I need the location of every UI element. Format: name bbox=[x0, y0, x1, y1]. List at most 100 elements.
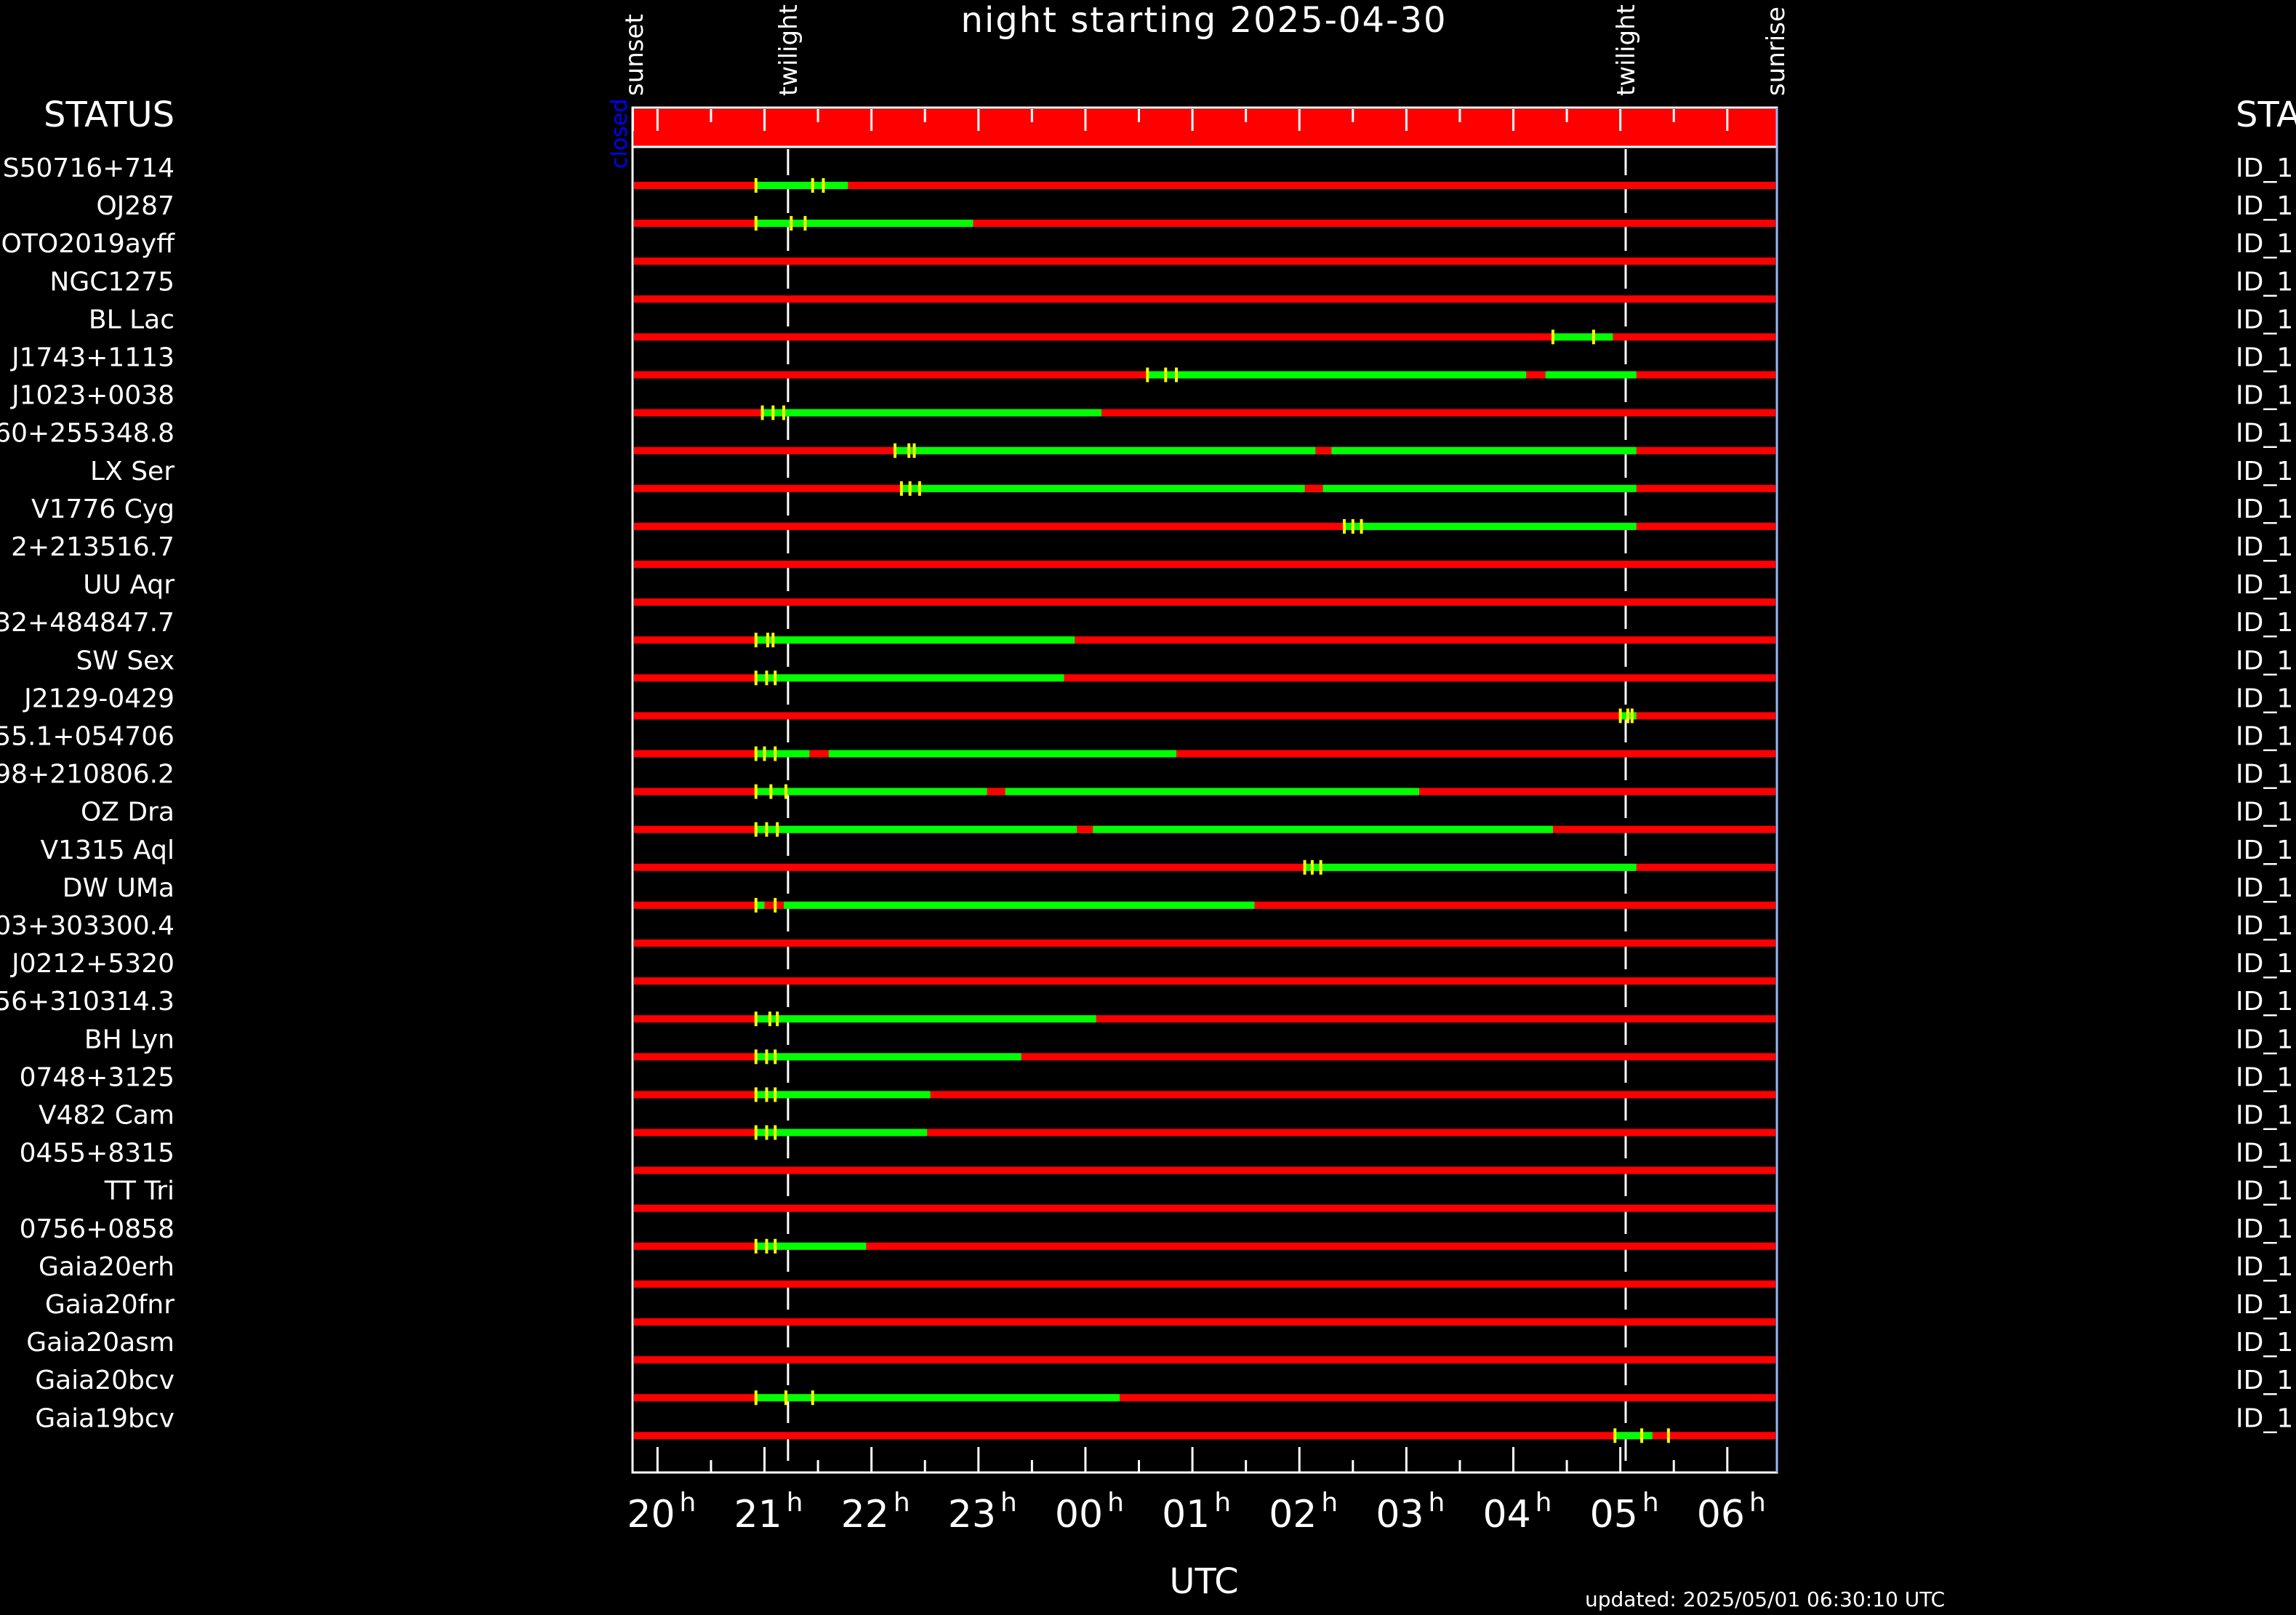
observable-window bbox=[755, 788, 1420, 796]
observable-window bbox=[755, 182, 848, 189]
target-name: 60+255348.8 bbox=[0, 419, 174, 449]
target-name: 32+484847.7 bbox=[0, 608, 174, 638]
visibility-bar bbox=[634, 712, 1775, 720]
x-tick-hour: 06 bbox=[1697, 1493, 1745, 1536]
target-rows: S50716+714 ID_1 OJ287 ID_1 GOTO2019ayff ID_1 N… bbox=[0, 153, 2293, 1443]
visibility-bar bbox=[634, 1166, 1775, 1174]
x-tick-label: 03 h bbox=[1376, 1488, 1445, 1536]
x-tick-hour: 02 bbox=[1269, 1493, 1317, 1536]
observable-window bbox=[755, 1394, 1120, 1402]
target-status: ID_1 bbox=[2236, 1062, 2293, 1092]
observable-window bbox=[755, 1129, 928, 1137]
x-tick-sup: h bbox=[680, 1488, 697, 1518]
x-tick-sup: h bbox=[787, 1488, 803, 1518]
visibility-bar bbox=[634, 863, 1775, 871]
target-status: ID_1 bbox=[2236, 760, 2293, 790]
target-name: J2129-0429 bbox=[23, 684, 174, 713]
target-status: ID_1 bbox=[2236, 949, 2293, 979]
x-tick-sup: h bbox=[1321, 1488, 1338, 1518]
target-name: Gaia20asm bbox=[26, 1328, 174, 1358]
x-tick-label: 23 h bbox=[948, 1488, 1017, 1536]
target-status: ID_1 bbox=[2236, 532, 2293, 562]
observable-window bbox=[901, 484, 1637, 492]
target-name: V1776 Cyg bbox=[31, 494, 174, 524]
visibility-bar bbox=[634, 598, 1775, 606]
target-status: ID_1 bbox=[2236, 722, 2293, 752]
target-name: 0455+8315 bbox=[20, 1139, 174, 1169]
unobservable-gap bbox=[1077, 825, 1093, 833]
target-status: ID_1 bbox=[2236, 1403, 2293, 1433]
visibility-bar bbox=[634, 636, 1775, 644]
target-name: Gaia20erh bbox=[39, 1252, 174, 1282]
x-tick-label: 21 h bbox=[734, 1488, 803, 1536]
observable-window bbox=[755, 1242, 867, 1250]
target-name: DW UMa bbox=[63, 873, 174, 903]
observable-window bbox=[755, 1053, 1021, 1061]
visibility-bar bbox=[634, 522, 1775, 530]
x-tick-label: 00 h bbox=[1055, 1488, 1124, 1536]
x-tick-sup: h bbox=[1214, 1488, 1231, 1518]
observable-window bbox=[755, 1091, 931, 1099]
target-name: TT Tri bbox=[104, 1177, 174, 1206]
event-label-sunrise: sunrise bbox=[1762, 7, 1791, 96]
dome-status-bar bbox=[634, 109, 1777, 146]
target-status: ID_1 bbox=[2236, 608, 2293, 638]
visibility-bar bbox=[634, 977, 1775, 985]
target-status: ID_1 bbox=[2236, 911, 2293, 941]
observable-window bbox=[755, 674, 1064, 682]
target-name: OJ287 bbox=[96, 191, 174, 221]
visibility-bar bbox=[634, 1318, 1775, 1326]
observable-window bbox=[762, 409, 1102, 417]
x-tick-label: 22 h bbox=[841, 1488, 910, 1536]
x-tick-hour: 23 bbox=[948, 1493, 996, 1536]
visibility-bar bbox=[634, 939, 1775, 947]
observable-window bbox=[755, 750, 1177, 758]
observable-window bbox=[755, 220, 974, 228]
target-status: ID_1 bbox=[2236, 1290, 2293, 1320]
observable-window bbox=[1344, 522, 1637, 530]
target-status: ID_1 bbox=[2236, 835, 2293, 865]
observable-window bbox=[1615, 1432, 1653, 1440]
target-name: LX Ser bbox=[90, 457, 174, 486]
unobservable-gap bbox=[987, 788, 1005, 796]
target-name: Gaia20fnr bbox=[45, 1290, 174, 1320]
target-status: ID_1 bbox=[2236, 646, 2293, 676]
twilight-lines bbox=[787, 149, 1627, 1472]
x-tick-label: 04 h bbox=[1483, 1488, 1552, 1536]
updated-timestamp: updated: 2025/05/01 06:30:10 UTC bbox=[1585, 1587, 1946, 1611]
unobservable-gap bbox=[1526, 371, 1546, 379]
unobservable-gap bbox=[809, 750, 829, 758]
visibility-bar bbox=[634, 750, 1775, 758]
visibility-bar bbox=[634, 1242, 1775, 1250]
target-name: J1023+0038 bbox=[10, 381, 174, 411]
x-tick-label: 20 h bbox=[627, 1488, 696, 1536]
visibility-bar bbox=[634, 295, 1775, 303]
x-tick-label: 02 h bbox=[1269, 1488, 1338, 1536]
target-name: V482 Cam bbox=[39, 1101, 174, 1131]
visibility-bar bbox=[634, 220, 1775, 228]
observable-window bbox=[755, 901, 1255, 909]
visibility-bar bbox=[634, 182, 1775, 189]
x-tick-hour: 22 bbox=[841, 1493, 889, 1536]
target-status: ID_1 bbox=[2236, 267, 2293, 297]
target-status: ID_1 bbox=[2236, 873, 2293, 903]
x-axis-label: UTC bbox=[1169, 1561, 1238, 1602]
observable-window bbox=[755, 825, 1553, 833]
x-tick-hour: 01 bbox=[1162, 1493, 1210, 1536]
target-name: J1743+1113 bbox=[10, 343, 174, 373]
dome-status-label: closed bbox=[607, 99, 633, 169]
target-name: 55.1+054706 bbox=[0, 722, 174, 752]
observable-window bbox=[1304, 863, 1637, 871]
observable-window bbox=[755, 636, 1075, 644]
target-name: 56+310314.3 bbox=[0, 987, 174, 1017]
target-status: ID_1 bbox=[2236, 1366, 2293, 1395]
status-header-left: STATUS bbox=[44, 95, 174, 135]
x-tick-label: 06 h bbox=[1697, 1488, 1766, 1536]
x-tick-hour: 04 bbox=[1483, 1493, 1531, 1536]
x-tick-sup: h bbox=[1107, 1488, 1124, 1518]
target-name: BL Lac bbox=[89, 305, 174, 334]
visibility-bar bbox=[634, 561, 1775, 568]
visibility-bar bbox=[634, 1432, 1775, 1440]
axis-tick-marks bbox=[656, 109, 1729, 1472]
x-tick-hour: 00 bbox=[1055, 1493, 1103, 1536]
